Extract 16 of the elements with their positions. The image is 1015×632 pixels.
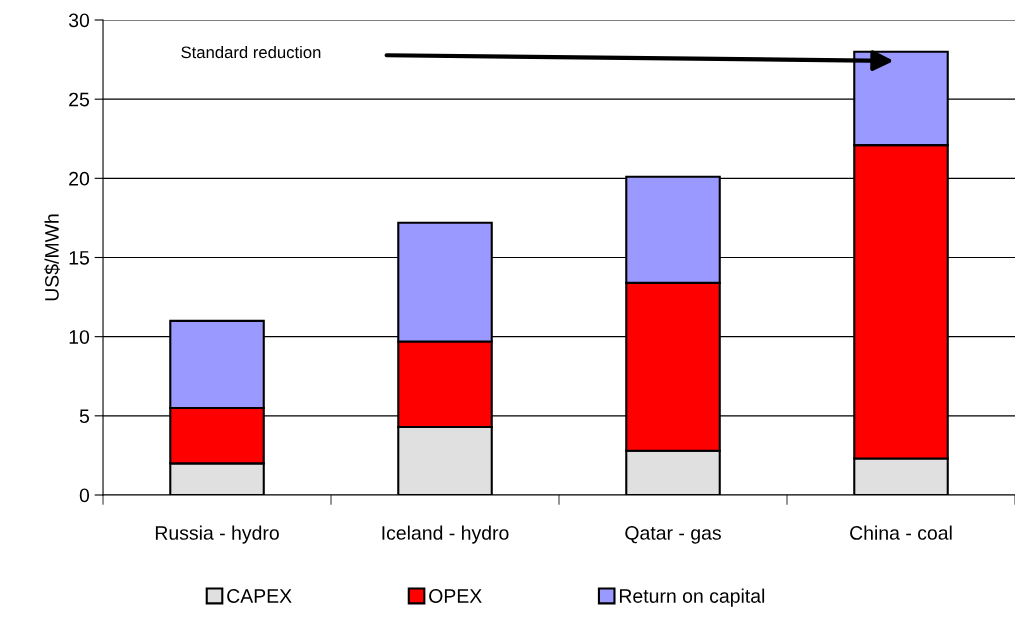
y-tick-label: 5 [79, 409, 90, 424]
y-tick-label: 30 [68, 13, 90, 28]
legend-label: OPEX [429, 589, 482, 603]
annotation: Standard reduction [181, 45, 321, 59]
x-tick-label: Qatar - gas [625, 526, 721, 544]
y-tick-label: 0 [79, 488, 90, 503]
y-tick-label: 15 [69, 251, 90, 265]
y-tick-label: 25 [69, 92, 90, 107]
x-tick-label: Russia - hydro [155, 525, 279, 544]
x-tick-label: Iceland - hydro [382, 525, 509, 544]
legend-label: CAPEX [227, 589, 292, 603]
legend-label: Return on capital [619, 588, 765, 607]
y-axis-title: US$/MWh [44, 214, 60, 301]
y-tick-label: 20 [69, 171, 90, 186]
y-tick-label: 10 [69, 330, 90, 344]
x-tick-label: China - coal [850, 525, 952, 540]
